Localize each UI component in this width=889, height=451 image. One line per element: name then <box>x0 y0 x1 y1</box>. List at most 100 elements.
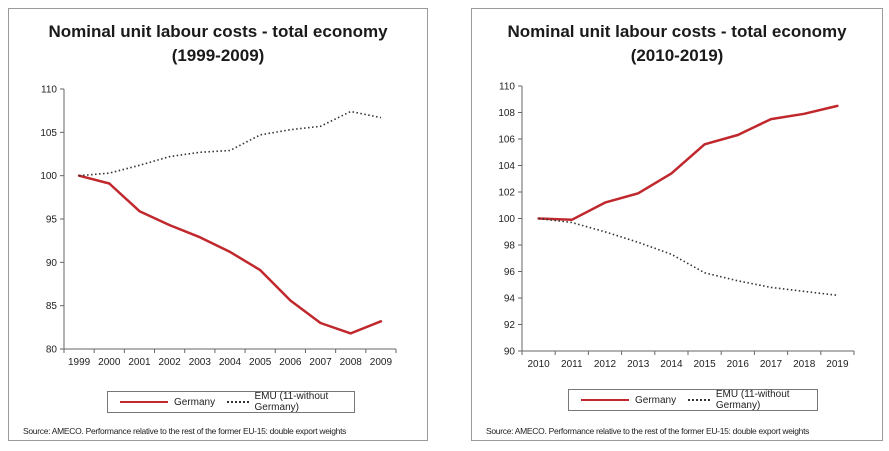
x-tick-label: 2008 <box>340 357 363 368</box>
chart-panel-2010-2019: Nominal unit labour costs - total econom… <box>471 8 883 441</box>
data-point-emu <box>671 253 673 255</box>
y-tick-label: 104 <box>498 161 515 172</box>
y-tick-label: 90 <box>46 258 58 269</box>
data-point-emu <box>737 280 739 282</box>
data-point-germany <box>704 144 706 146</box>
x-tick-label: 2010 <box>527 359 550 370</box>
x-tick-label: 2000 <box>98 357 121 368</box>
y-tick-label: 100 <box>498 214 515 225</box>
data-point-emu <box>637 242 639 244</box>
data-point-germany <box>637 193 639 195</box>
data-point-emu <box>837 295 839 297</box>
y-tick-label: 94 <box>504 294 516 305</box>
y-tick-label: 108 <box>498 108 515 119</box>
y-tick-label: 102 <box>498 188 515 199</box>
x-tick-label: 2007 <box>309 357 332 368</box>
legend-swatch-dotted <box>688 399 710 401</box>
data-point-emu <box>350 111 352 113</box>
data-point-emu <box>139 164 141 166</box>
data-point-emu <box>538 218 540 220</box>
y-tick-label: 110 <box>499 82 515 93</box>
x-tick-label: 2016 <box>727 359 750 370</box>
legend-item-germany: Germany <box>120 397 215 408</box>
chart-title: Nominal unit labour costs - total econom… <box>507 22 847 41</box>
data-point-emu <box>320 125 322 127</box>
line-chart-1999-2009: 80 85 90 95 100 105 110 1999 2000 2001 2002 2003 200… <box>40 85 397 368</box>
x-tick-label: 2017 <box>760 359 783 370</box>
data-point-emu <box>380 117 382 119</box>
legend-item-emu: EMU (11-without Germany) <box>688 389 817 411</box>
legend-item-germany: Germany <box>581 395 676 406</box>
data-point-germany <box>604 202 606 204</box>
y-tick-label: 85 <box>46 301 58 312</box>
series-line-germany <box>77 174 383 335</box>
data-point-germany <box>671 173 673 175</box>
series-line-emu <box>538 217 838 297</box>
legend-label: EMU (11-without Germany) <box>254 391 329 413</box>
data-point-emu <box>290 129 292 131</box>
data-point-germany <box>737 134 739 136</box>
data-point-emu <box>571 222 573 224</box>
x-tick-label: 2019 <box>826 359 849 370</box>
chart-legend: Germany EMU (11-without Germany) <box>107 391 355 413</box>
x-tick-label: 2001 <box>128 357 151 368</box>
legend-label: EMU (11-without Germany) <box>715 389 790 411</box>
series-line-germany <box>537 104 839 222</box>
x-tick-label: 2009 <box>370 357 393 368</box>
data-point-emu <box>259 134 261 136</box>
y-tick-label: 106 <box>498 135 515 146</box>
data-point-germany <box>139 210 141 212</box>
y-tick-label: 98 <box>504 241 516 252</box>
y-tick-label: 100 <box>40 171 57 182</box>
data-point-germany <box>350 333 352 335</box>
chart-subtitle: (2010-2019) <box>630 46 724 65</box>
data-point-emu <box>78 175 80 177</box>
data-point-emu <box>169 156 171 158</box>
chart-title: Nominal unit labour costs - total econom… <box>48 22 388 41</box>
x-tick-label: 2018 <box>793 359 816 370</box>
data-point-germany <box>837 105 839 107</box>
x-tick-label: 2011 <box>561 359 583 370</box>
x-tick-label: 2014 <box>660 359 683 370</box>
data-point-germany <box>571 219 573 221</box>
data-point-germany <box>320 322 322 324</box>
y-tick-label: 96 <box>504 267 516 278</box>
y-tick-label: 92 <box>504 320 516 331</box>
x-tick-label: 2006 <box>279 357 302 368</box>
chart-panel-1999-2009: Nominal unit labour costs - total econom… <box>8 8 428 441</box>
legend-swatch-solid <box>120 401 168 403</box>
data-point-emu <box>108 172 110 174</box>
x-tick-label: 2003 <box>189 357 212 368</box>
data-point-germany <box>803 113 805 115</box>
data-point-emu <box>604 231 606 233</box>
chart-legend: Germany EMU (11-without Germany) <box>568 389 818 411</box>
legend-swatch-dotted <box>227 401 249 403</box>
x-tick-label: 2013 <box>627 359 650 370</box>
x-tick-label: 2002 <box>159 357 182 368</box>
data-point-germany <box>259 269 261 271</box>
data-point-germany <box>169 224 171 226</box>
source-note: Source: AMECO. Performance relative to t… <box>486 426 810 436</box>
y-tick-label: 95 <box>46 215 58 226</box>
data-point-emu <box>199 151 201 153</box>
data-point-germany <box>770 118 772 120</box>
data-point-germany <box>380 320 382 322</box>
y-tick-label: 90 <box>504 347 516 358</box>
data-point-emu <box>770 287 772 289</box>
chart-subtitle: (1999-2009) <box>171 46 265 65</box>
source-note: Source: AMECO. Performance relative to t… <box>23 426 347 436</box>
data-point-germany <box>229 251 231 253</box>
data-point-germany <box>199 236 201 238</box>
legend-label: Germany <box>635 394 677 406</box>
x-tick-label: 2005 <box>249 357 272 368</box>
x-tick-label: 2015 <box>693 359 716 370</box>
legend-label: Germany <box>174 396 216 408</box>
x-tick-label: 2004 <box>219 357 242 368</box>
data-point-emu <box>704 272 706 274</box>
series-line-emu <box>79 110 382 177</box>
y-tick-label: 80 <box>46 345 58 356</box>
line-chart-2010-2019: 90 92 94 96 98 100 102 104 106 108 110 2010 2011 2012… <box>498 82 855 370</box>
x-tick-label: 2012 <box>594 359 617 370</box>
y-tick-label: 110 <box>41 85 57 96</box>
legend-item-emu: EMU (11-without Germany) <box>227 391 354 413</box>
